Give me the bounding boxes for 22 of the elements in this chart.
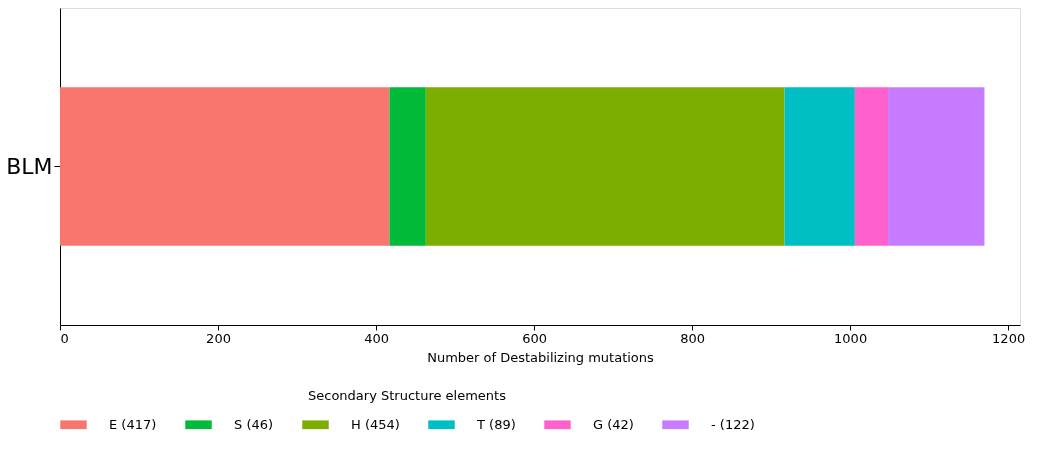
x-tick-label: 400: [364, 330, 389, 346]
bar: [854, 87, 889, 246]
legend-label: T (89): [476, 416, 516, 432]
x-tick-label: 0: [60, 330, 69, 346]
bar: [784, 87, 855, 246]
legend-label: G (42): [593, 416, 634, 432]
bar: [888, 87, 985, 246]
y-tick-label: BLM: [6, 153, 53, 179]
legend-label: E (417): [109, 416, 157, 432]
x-axis-title: Number of Destabilizing mutations: [427, 349, 655, 365]
legend-title: Secondary Structure elements: [308, 388, 507, 403]
legend-label: S (46): [234, 416, 274, 432]
x-tick-label: 600: [522, 330, 547, 346]
x-tick-label: 1000: [834, 330, 868, 346]
x-tick-label: 800: [680, 330, 706, 346]
x-tick-label: 1200: [992, 330, 1026, 346]
bar: [389, 87, 426, 246]
bar: [425, 87, 785, 246]
x-tick-label: 200: [206, 330, 231, 346]
legend-label: - (122): [711, 416, 755, 432]
legend-label: H (454): [351, 416, 400, 432]
bar: [60, 87, 390, 246]
